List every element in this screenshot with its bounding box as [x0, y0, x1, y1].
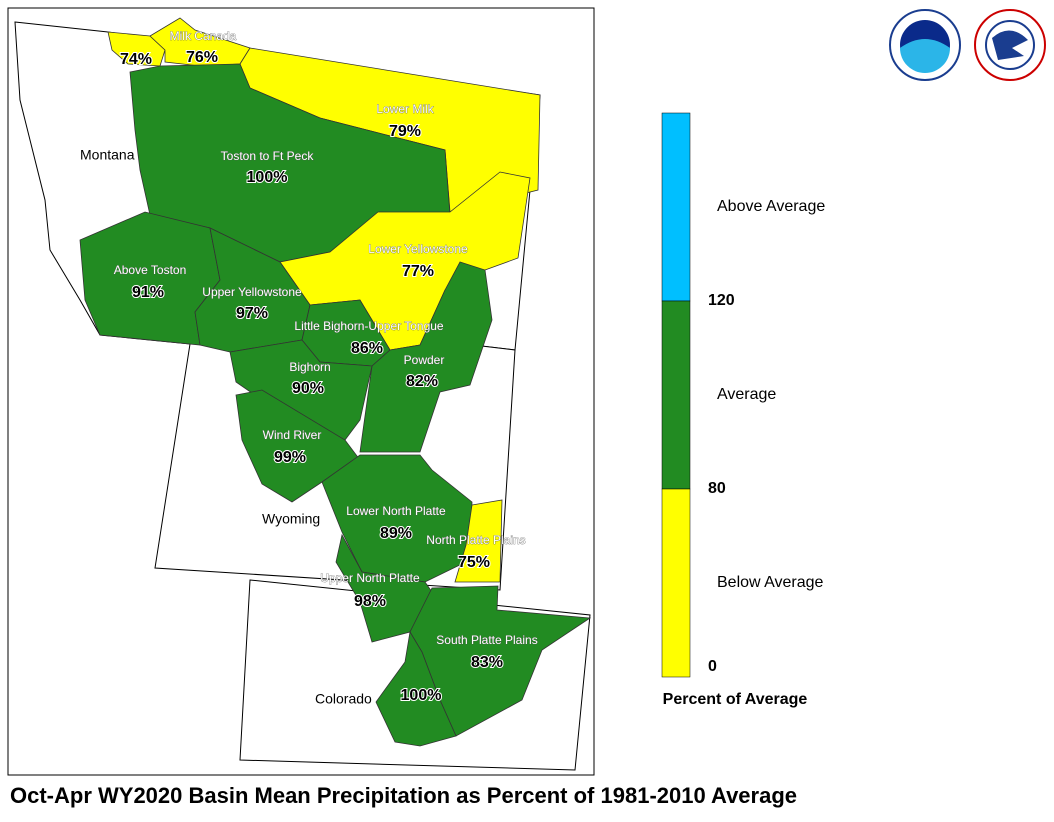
nws-logo	[974, 9, 1046, 81]
basin	[375, 630, 457, 747]
basin	[454, 499, 503, 583]
state-label: Colorado	[315, 691, 372, 707]
basin-name: South Platte Plains	[436, 633, 537, 647]
basin-name: Upper North Platte	[320, 571, 420, 585]
basin-value: 90%	[292, 380, 324, 397]
basin-value: 86%	[351, 340, 383, 357]
basin	[359, 261, 493, 453]
basin	[229, 339, 373, 441]
legend: Percent of Average Above Average Average B…	[661, 112, 825, 708]
map-title: Oct-Apr WY2020 Basin Mean Precipitation …	[10, 783, 797, 808]
basin-value: 99%	[274, 449, 306, 466]
state-label: Wyoming	[262, 511, 320, 527]
basin-value: 77%	[402, 263, 434, 280]
basin-name: Lower Yellowstone	[368, 242, 468, 256]
legend-label: Above Average	[717, 198, 825, 215]
noaa-wave	[900, 39, 950, 73]
basins: 74% Milk Canada 76% Lower Milk 79% Toston to …	[79, 17, 592, 747]
basin-name: Wind River	[263, 428, 322, 442]
basin-name: Above Toston	[114, 263, 187, 277]
legend-swatch	[661, 300, 691, 490]
basin-value: 74%	[120, 51, 152, 68]
basin-value: 75%	[458, 554, 490, 571]
basin-name: Lower Milk	[376, 102, 434, 116]
basin-name: Bighorn	[289, 360, 330, 374]
basin-value: 100%	[247, 169, 288, 186]
basin-name: Powder	[404, 353, 445, 367]
state-label: Montana	[80, 147, 135, 163]
legend-break: 0	[708, 658, 717, 675]
basin-name: Toston to Ft Peck	[221, 149, 315, 163]
basin-value: 91%	[132, 284, 164, 301]
basin-name: North Platte Plains	[426, 533, 525, 547]
basin-value: 100%	[401, 687, 442, 704]
basin-value: 98%	[354, 593, 386, 610]
legend-title: Percent of Average	[663, 691, 808, 708]
basin-name: Upper Yellowstone	[202, 285, 302, 299]
legend-swatch	[661, 488, 691, 678]
legend-break: 80	[708, 480, 726, 497]
basin-name: Milk Canada	[170, 29, 237, 43]
basin-value: 83%	[471, 654, 503, 671]
legend-label: Average	[717, 386, 776, 403]
basin-value: 89%	[380, 525, 412, 542]
basin-name: Lower North Platte	[346, 504, 446, 518]
basin-value: 76%	[186, 49, 218, 66]
basin-value: 97%	[236, 305, 268, 322]
noaa-logo	[889, 9, 961, 81]
legend-swatch	[661, 112, 691, 302]
legend-label: Below Average	[717, 574, 824, 591]
basin-name: Little Bighorn-Upper Tongue	[294, 319, 444, 333]
nws-cloud	[992, 30, 1028, 60]
basin-value: 79%	[389, 123, 421, 140]
basin-value: 82%	[406, 373, 438, 390]
legend-break: 120	[708, 292, 735, 309]
